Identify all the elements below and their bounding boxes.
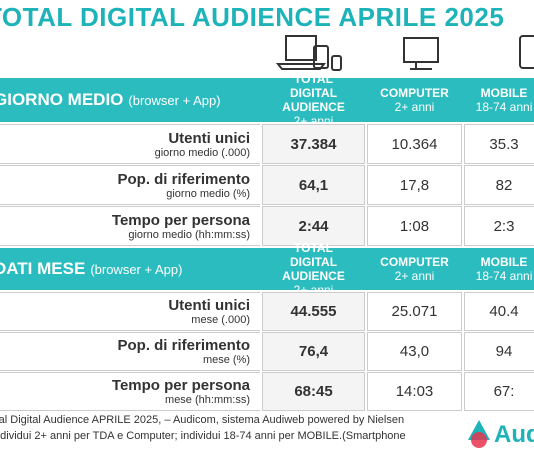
section-note: (browser + App) [128,92,221,108]
value-cell: 25.071 [367,292,462,331]
column-header: COMPUTER 2+ anni [367,78,462,122]
column-header: MOBILE 18-74 anni [464,78,534,122]
column-name: COMPUTER [380,255,449,269]
row-sublabel: giorno medio (hh:mm:ss) [128,228,250,241]
row-sublabel: mese (.000) [191,314,250,326]
section-note: (browser + App) [90,261,183,277]
row-sublabel: giorno medio (%) [166,187,250,200]
value-cell: 10.364 [367,124,462,164]
row-title: Tempo per persona [111,211,250,229]
value-cell: 35.3 [464,124,534,164]
value-cell: 2:44 [262,206,365,246]
row-label: Tempo per persona mese (hh:mm:ss) [0,372,260,411]
footer-line: Individui 2+ anni per TDA e Computer; in… [0,430,406,442]
value-cell: 1:08 [367,206,462,246]
column-name: MOBILE [480,255,528,269]
value-cell: 40.4 [464,292,534,331]
logo-icon [468,420,490,448]
logo: Audi [494,421,534,448]
title: TOTAL DIGITAL AUDIENCE APRILE 2025 [0,2,505,32]
column-header: MOBILE 18-74 anni [464,248,534,290]
value-cell: 67: [464,372,534,411]
value-cell: 68:45 [262,372,365,411]
row-title: Utenti unici [168,297,250,314]
row-sublabel: mese (%) [202,354,250,366]
section-title: GIORNO MEDIO [0,90,124,109]
column-sub: 18-74 anni [475,269,533,283]
value-cell: 2:3 [464,206,534,246]
row-label: Utenti unici giorno medio (.000) [0,124,260,164]
row-label: Utenti unici mese (.000) [0,292,260,331]
row-title: Pop. di riferimento [117,337,250,354]
row-title: Pop. di riferimento [117,170,250,188]
row-label: Tempo per persona giorno medio (hh:mm:ss) [0,206,260,246]
section-header: GIORNO MEDIO (browser + App) [0,78,221,122]
column-header: COMPUTER 2+ anni [367,248,462,290]
row-title: Utenti unici [168,129,250,147]
value-cell: 82 [464,165,534,205]
column-header: TOTAL DIGITAL AUDIENCE 2+ anni [262,72,365,128]
column-sub: 18-74 anni [475,100,533,114]
row-label: Pop. di riferimento giorno medio (%) [0,165,260,205]
section-header: DATI MESE (browser + App) [0,248,182,290]
value-cell: 14:03 [367,372,462,411]
column-name: MOBILE [480,86,528,100]
value-cell: 17,8 [367,165,462,205]
value-cell: 37.384 [262,124,365,164]
row-title: Tempo per persona [111,377,250,394]
column-sub: 2+ anni [394,100,435,114]
value-cell: 64,1 [262,165,365,205]
row-label: Pop. di riferimento mese (%) [0,332,260,371]
column-name: TOTAL DIGITAL AUDIENCE [282,72,345,114]
value-cell: 94 [464,332,534,371]
value-cell: 76,4 [262,332,365,371]
section-title: DATI MESE [0,259,86,278]
value-cell: 44.555 [262,292,365,331]
section-band [0,248,534,290]
device-icons [275,35,534,71]
row-sublabel: mese (hh:mm:ss) [165,394,250,406]
column-header: TOTAL DIGITAL AUDIENCE 2+ anni [262,241,365,297]
section-band [0,78,534,122]
column-name: COMPUTER [380,86,449,100]
footer-line: Total Digital Audience APRILE 2025, – Au… [0,414,405,426]
row-sublabel: giorno medio (.000) [154,146,250,159]
column-sub: 2+ anni [394,269,435,283]
value-cell: 43,0 [367,332,462,371]
column-name: TOTAL DIGITAL AUDIENCE [282,241,345,283]
